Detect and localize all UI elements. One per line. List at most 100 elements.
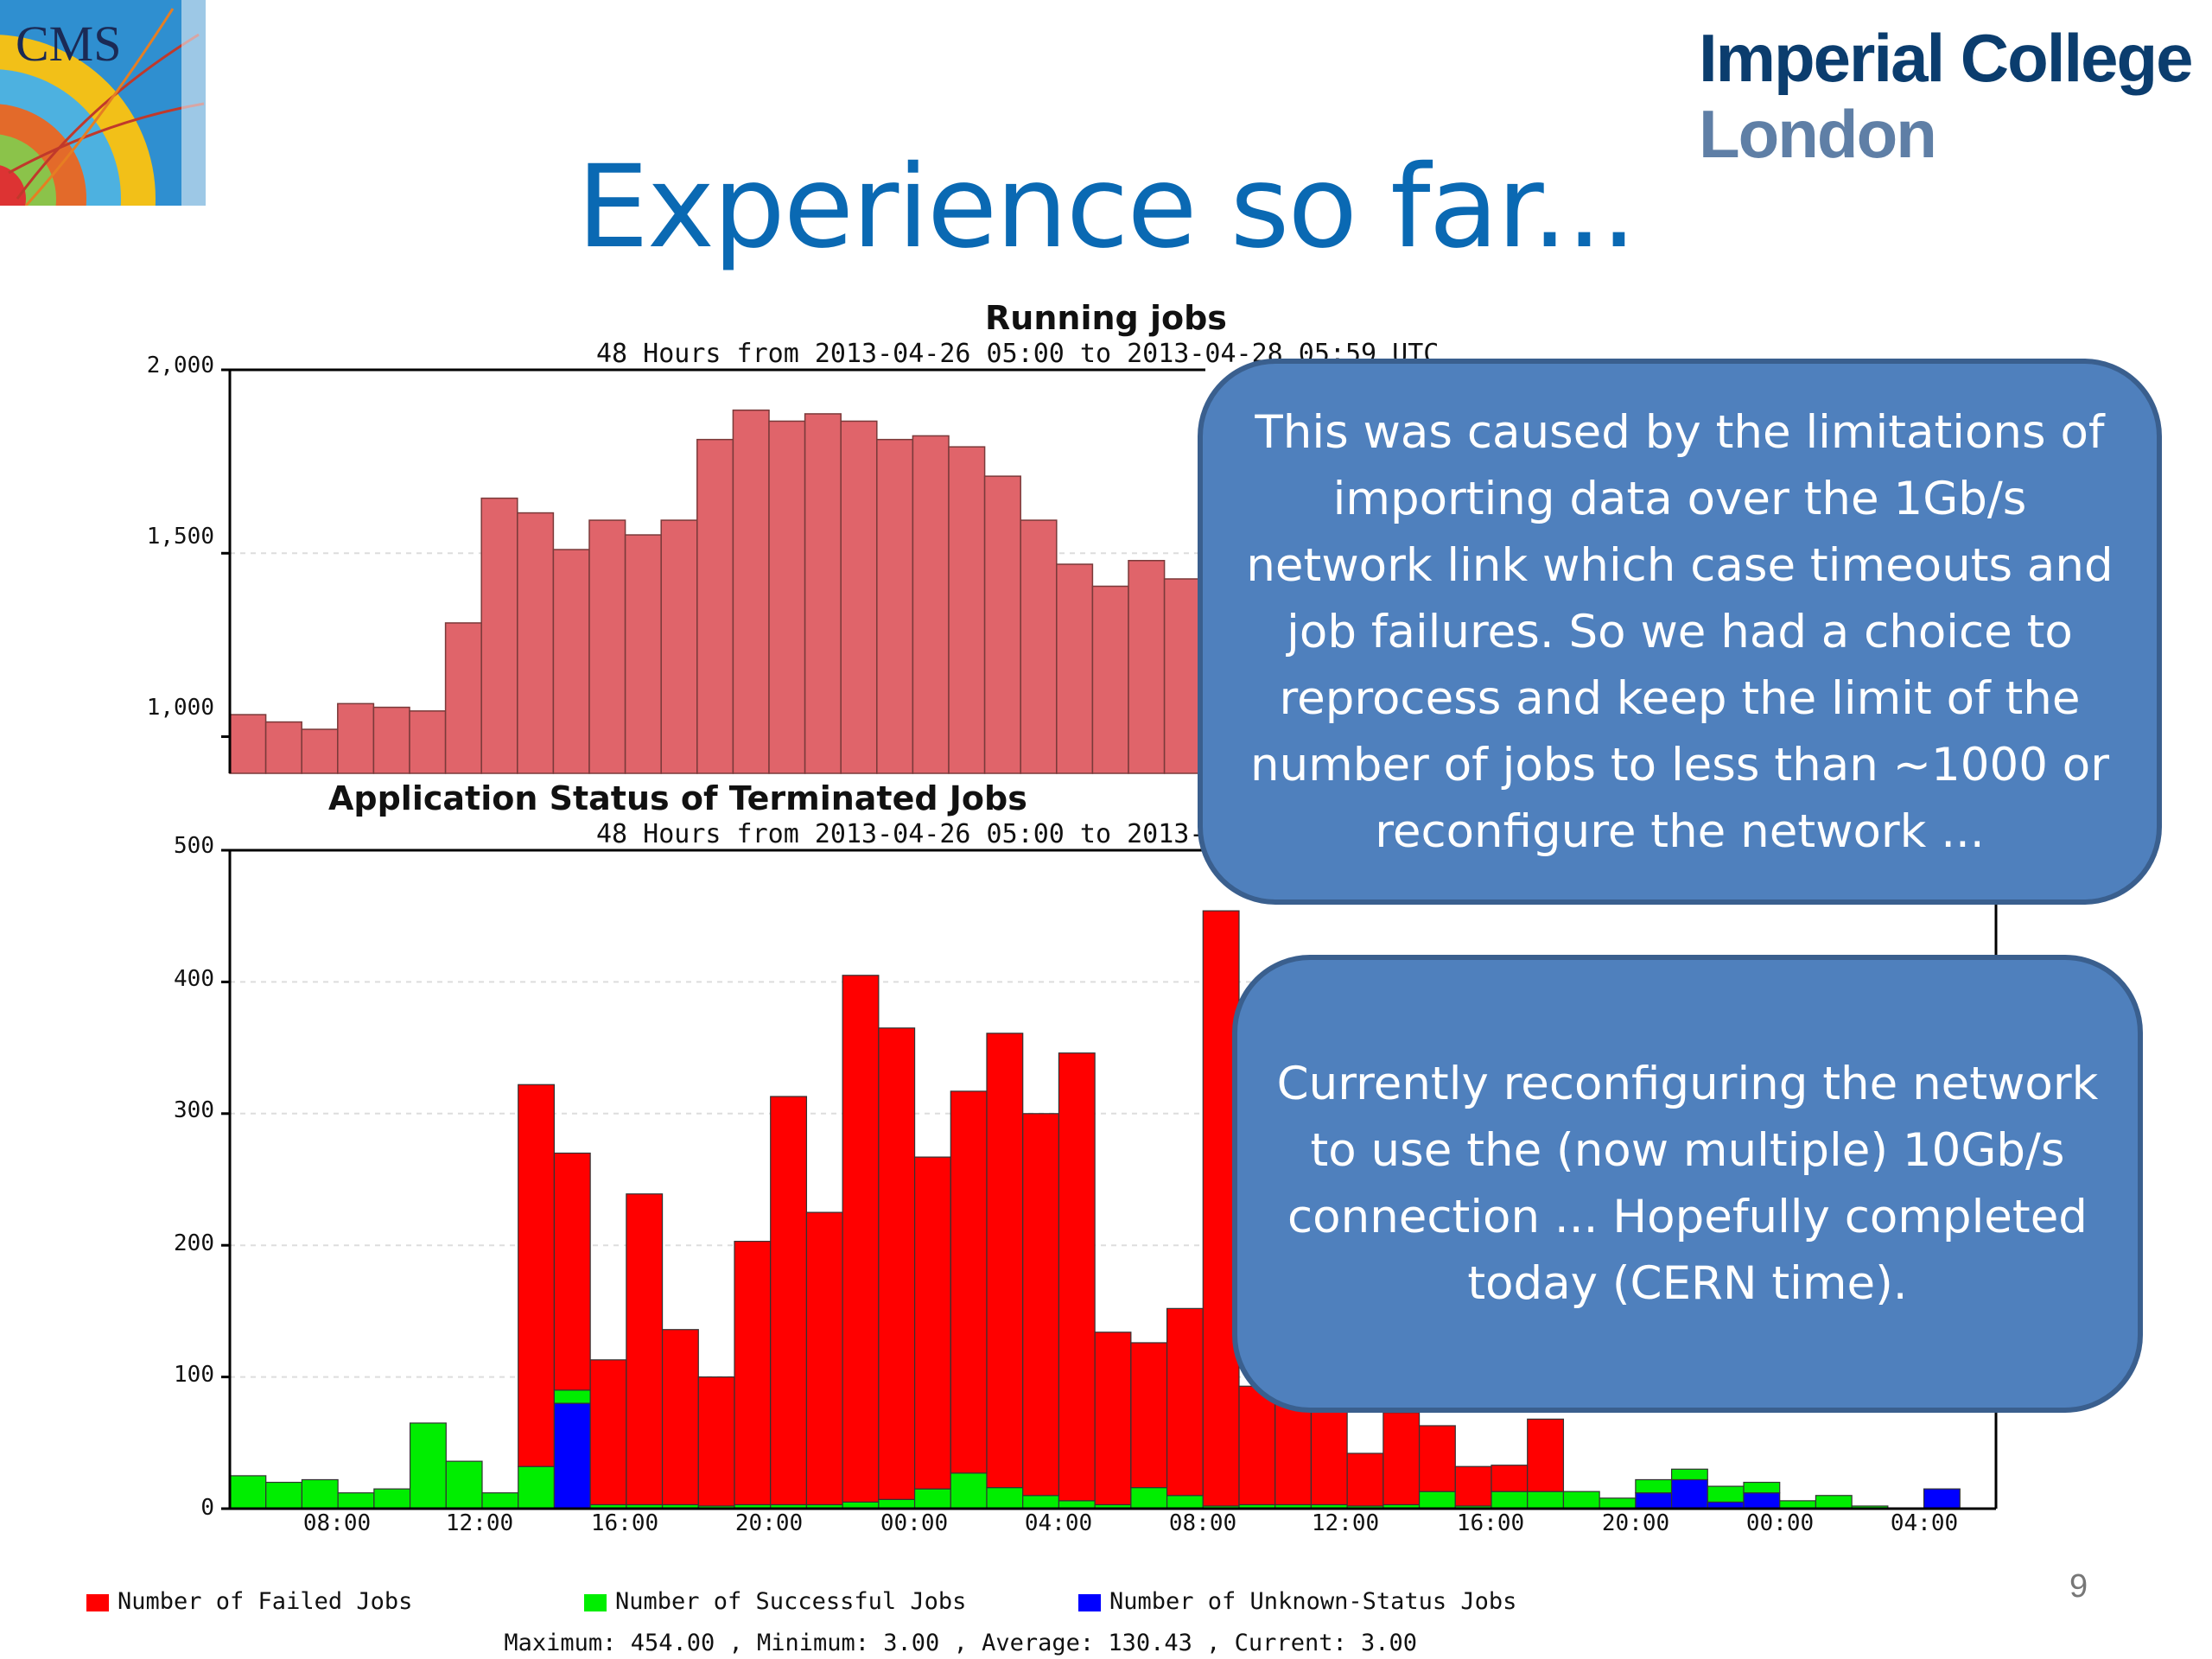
running-jobs-bar (1020, 519, 1058, 774)
chart2-xtick: 04:00 (1890, 1510, 1959, 1536)
terminated-jobs-bar (229, 1475, 267, 1510)
terminated-jobs-bar (518, 1465, 556, 1510)
running-jobs-bar (732, 409, 770, 774)
legend-swatch-successful (584, 1593, 607, 1611)
terminated-jobs-bar (337, 1492, 375, 1510)
running-jobs-bar (337, 702, 375, 774)
legend-item-unknown: Number of Unknown-Status Jobs (1078, 1588, 1516, 1615)
terminated-jobs-bar (1743, 1492, 1781, 1510)
legend-label-failed: Number of Failed Jobs (118, 1588, 413, 1615)
terminated-jobs-bar (409, 1422, 447, 1510)
chart2-xtick: 16:00 (1456, 1510, 1525, 1536)
terminated-jobs-bar (842, 975, 880, 1503)
terminated-jobs-bar (1130, 1342, 1168, 1489)
terminated-jobs-bar (1454, 1465, 1492, 1507)
terminated-jobs-bar (986, 1487, 1024, 1510)
page-number: 9 (2069, 1568, 2088, 1605)
terminated-jobs-bar (1923, 1488, 1961, 1510)
running-jobs-bar (264, 721, 302, 774)
running-jobs-bar (660, 519, 698, 774)
chart2-xtick: 12:00 (445, 1510, 514, 1536)
terminated-jobs-bar (950, 1472, 988, 1510)
terminated-jobs-bar (1815, 1495, 1853, 1510)
terminated-jobs-bar (1166, 1307, 1204, 1497)
chart2-xtick: 12:00 (1311, 1510, 1380, 1536)
terminated-jobs-bar (481, 1492, 519, 1510)
running-jobs-bar (480, 497, 518, 774)
terminated-jobs-bar (445, 1460, 483, 1510)
terminated-jobs-bar (805, 1211, 843, 1506)
running-jobs-bar (912, 435, 950, 774)
terminated-jobs-bar (770, 1096, 808, 1506)
callout-reconfiguring-text: Currently reconfiguring the network to u… (1276, 1058, 2099, 1310)
chart1-ytick: 1,500 (146, 524, 214, 550)
legend-item-failed: Number of Failed Jobs (86, 1588, 412, 1615)
running-jobs-bar (517, 512, 555, 774)
terminated-jobs-bar (878, 1027, 916, 1500)
terminated-jobs-bar (661, 1329, 699, 1506)
terminated-jobs-bar (1491, 1465, 1529, 1492)
running-jobs-bar (409, 710, 447, 774)
terminated-jobs-bar (1022, 1495, 1060, 1510)
terminated-jobs-bar (1418, 1491, 1456, 1510)
terminated-jobs-title: Application Status of Terminated Jobs (328, 779, 1027, 817)
running-jobs-bar (301, 728, 339, 774)
terminated-jobs-bar (1562, 1491, 1600, 1510)
terminated-jobs-bar (913, 1488, 951, 1510)
logo-line-2: London (1699, 96, 1937, 172)
running-jobs-bar (1056, 563, 1094, 774)
terminated-jobs-bar (1418, 1425, 1456, 1492)
terminated-jobs-bar (1491, 1491, 1529, 1510)
terminated-jobs-bar (553, 1152, 591, 1391)
terminated-jobs-bar (697, 1376, 735, 1507)
terminated-jobs-bar (518, 1084, 556, 1467)
terminated-jobs-bar (301, 1478, 339, 1510)
chart2-ytick: 300 (174, 1097, 214, 1123)
running-jobs-bar (983, 475, 1021, 774)
svg-text:CMS: CMS (16, 16, 122, 72)
chart2-ytick: 0 (200, 1495, 214, 1521)
running-jobs-bar (552, 549, 590, 774)
terminated-jobs-bar (950, 1090, 988, 1474)
chart2-xtick: 04:00 (1024, 1510, 1093, 1536)
terminated-jobs-bar (913, 1156, 951, 1490)
legend-swatch-failed (86, 1593, 109, 1611)
terminated-jobs-bar (1670, 1478, 1708, 1510)
terminated-jobs-bar (1058, 1052, 1096, 1502)
chart2-ytick: 500 (174, 833, 214, 859)
chart2-ytick: 200 (174, 1230, 214, 1256)
terminated-jobs-bar (589, 1359, 627, 1506)
running-jobs-bar (624, 534, 662, 774)
terminated-jobs-bar (1743, 1481, 1781, 1494)
chart2-xtick: 00:00 (880, 1510, 949, 1536)
terminated-jobs-bar (1166, 1495, 1204, 1510)
running-jobs-bar (768, 420, 806, 774)
chart2-ytick: 400 (174, 966, 214, 992)
terminated-jobs-bar (986, 1033, 1024, 1489)
terminated-jobs-bar (734, 1241, 772, 1506)
running-jobs-bar (948, 446, 986, 774)
running-jobs-bar (696, 438, 734, 774)
terminated-jobs-bar (1346, 1452, 1384, 1507)
legend-swatch-unknown (1078, 1593, 1101, 1611)
cms-logo: CMS (0, 0, 206, 206)
running-jobs-bar (372, 706, 410, 774)
running-jobs-bar (229, 714, 267, 774)
callout-cause: This was caused by the limitations of im… (1198, 359, 2162, 905)
chart2-xtick: 00:00 (1745, 1510, 1815, 1536)
terminated-jobs-bar (553, 1389, 591, 1404)
terminated-jobs-bar (1707, 1485, 1745, 1503)
chart-legend: Number of Failed Jobs Number of Successf… (86, 1588, 1728, 1623)
chart2-xtick: 08:00 (302, 1510, 372, 1536)
legend-item-successful: Number of Successful Jobs (584, 1588, 966, 1615)
chart2-xtick: 20:00 (1601, 1510, 1670, 1536)
chart2-xtick: 08:00 (1168, 1510, 1237, 1536)
running-jobs-bar (444, 622, 482, 774)
chart2-xtick: 20:00 (734, 1510, 804, 1536)
callout-cause-text: This was caused by the limitations of im… (1246, 405, 2113, 858)
imperial-college-logo: Imperial College London (1699, 19, 2200, 175)
chart1-ytick: 2,000 (146, 353, 214, 378)
terminated-jobs-bar (1094, 1332, 1132, 1506)
legend-label-successful: Number of Successful Jobs (615, 1588, 967, 1615)
